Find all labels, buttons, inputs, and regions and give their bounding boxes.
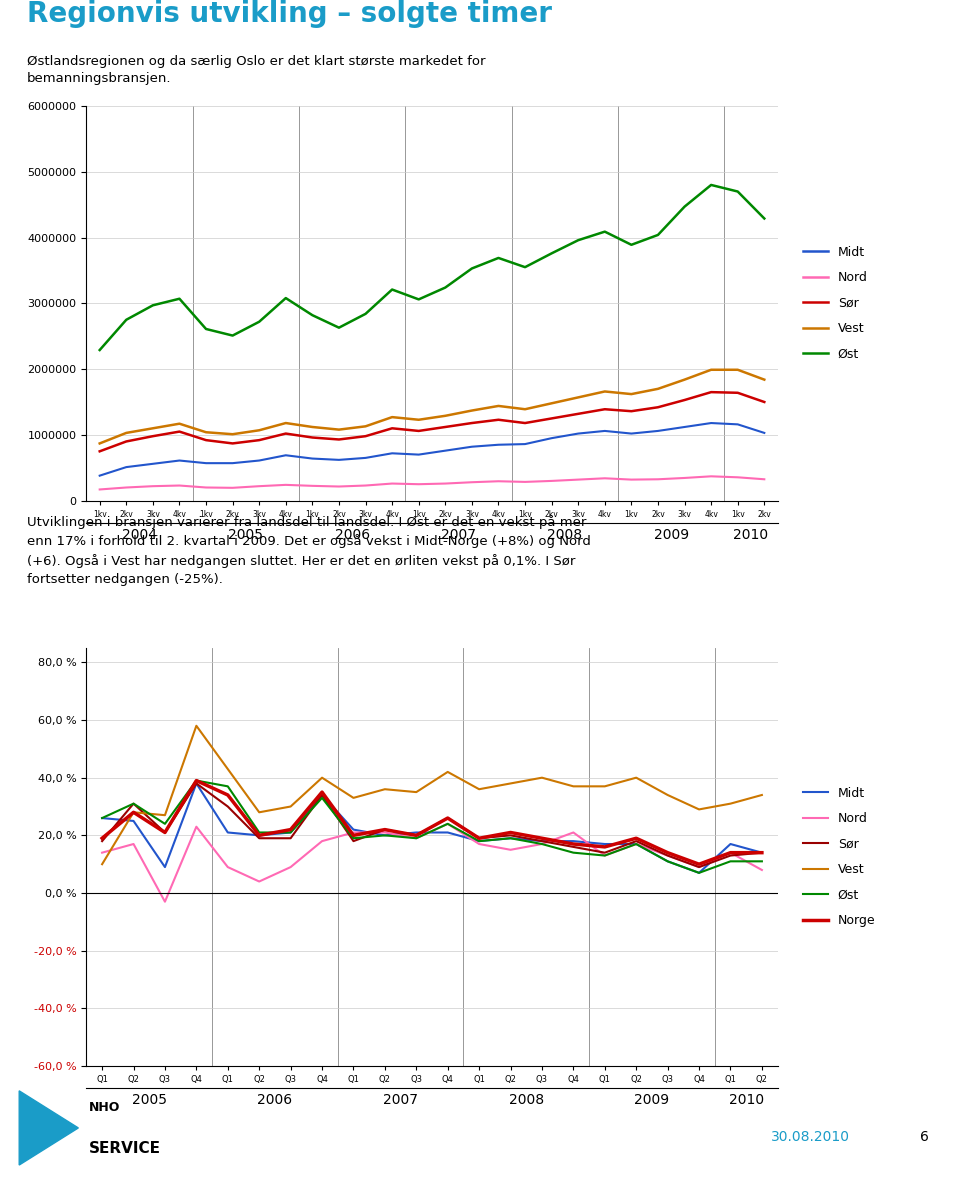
Text: NHO: NHO [89, 1101, 120, 1114]
Text: SERVICE: SERVICE [89, 1141, 161, 1156]
Text: Regionvis utvikling – solgte timer: Regionvis utvikling – solgte timer [27, 0, 552, 28]
Legend: Midt, Nord, Sør, Vest, Øst: Midt, Nord, Sør, Vest, Øst [798, 240, 873, 366]
Text: Østlandsregionen og da særlig Oslo er det klart største markedet for
bemanningsb: Østlandsregionen og da særlig Oslo er de… [27, 55, 485, 85]
Text: 30.08.2010: 30.08.2010 [771, 1130, 850, 1144]
Polygon shape [19, 1091, 79, 1165]
Text: 6: 6 [920, 1130, 928, 1144]
Legend: Midt, Nord, Sør, Vest, Øst, Norge: Midt, Nord, Sør, Vest, Øst, Norge [798, 782, 880, 932]
Text: Utviklingen i bransjen varierer fra landsdel til landsdel. I Øst er det en vekst: Utviklingen i bransjen varierer fra land… [27, 515, 590, 585]
